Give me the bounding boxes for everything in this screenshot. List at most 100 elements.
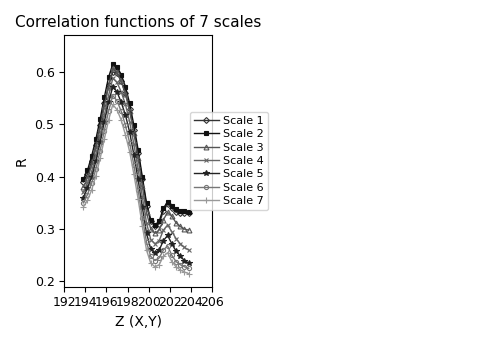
Scale 2 [156,219,162,223]
Scale 7 [144,248,150,252]
Scale 6 [123,123,129,128]
Scale 5 [97,140,103,144]
Scale 1 [114,71,120,75]
Scale 1 [93,143,99,147]
Scale 5 [161,239,167,243]
Scale 3 [148,227,154,231]
X-axis label: Z (X,Y): Z (X,Y) [114,315,162,329]
Scale 5 [182,258,187,262]
Scale 5 [152,251,158,255]
Scale 5 [89,175,94,179]
Scale 6 [85,193,91,197]
Scale 3 [106,85,112,89]
Scale 1 [101,101,107,106]
Scale 1 [106,83,112,87]
Scale 1 [156,222,162,226]
Scale 7 [110,103,116,107]
Scale 1 [139,177,145,181]
Scale 1 [110,70,116,74]
Scale 7 [161,254,167,258]
Scale 5 [110,85,116,89]
Scale 3 [177,224,183,228]
Scale 6 [173,259,179,264]
Scale 2 [139,175,145,179]
Scale 7 [182,270,187,274]
Scale 4 [101,113,107,117]
Scale 5 [156,248,162,252]
Scale 2 [186,210,191,214]
Scale 6 [156,256,162,260]
Scale 3 [123,92,129,96]
Scale 7 [131,172,137,176]
Scale 2 [182,209,187,213]
Scale 4 [139,195,145,199]
Scale 5 [106,100,112,105]
Scale 5 [135,177,141,181]
Line: Scale 7: Scale 7 [80,102,191,277]
Scale 6 [139,216,145,220]
Scale 2 [101,95,107,99]
Scale 5 [114,90,120,94]
Scale 3 [93,146,99,150]
Scale 3 [144,210,150,214]
Scale 2 [135,148,141,152]
Scale 7 [93,174,99,178]
Scale 1 [186,211,191,215]
Scale 5 [123,113,129,117]
Scale 5 [186,261,191,265]
Scale 3 [131,131,137,135]
Scale 4 [118,90,124,94]
Line: Scale 5: Scale 5 [80,84,191,266]
Scale 7 [80,205,86,209]
Legend: Scale 1, Scale 2, Scale 3, Scale 4, Scale 5, Scale 6, Scale 7: Scale 1, Scale 2, Scale 3, Scale 4, Scal… [190,111,268,211]
Scale 6 [144,240,150,244]
Scale 5 [144,231,150,235]
Scale 1 [152,224,158,228]
Scale 6 [182,265,187,269]
Scale 6 [80,201,86,205]
Scale 4 [131,142,137,146]
Scale 5 [118,100,124,105]
Scale 2 [169,204,175,208]
Scale 2 [177,209,183,213]
Scale 6 [148,254,154,258]
Scale 2 [110,62,116,66]
Scale 6 [186,266,191,270]
Scale 4 [127,120,132,124]
Scale 6 [161,248,167,252]
Scale 4 [186,248,191,252]
Scale 5 [127,130,132,134]
Scale 7 [186,271,191,276]
Scale 4 [182,245,187,249]
Line: Scale 4: Scale 4 [81,76,191,252]
Scale 7 [139,224,145,228]
Scale 5 [173,249,179,253]
Scale 3 [135,156,141,160]
Scale 2 [80,177,86,181]
Scale 3 [110,66,116,70]
Scale 1 [89,159,94,163]
Scale 7 [123,133,129,137]
Scale 5 [177,254,183,258]
Scale 7 [165,251,170,255]
Scale 1 [165,202,170,206]
Scale 1 [85,172,91,176]
Scale 4 [165,223,170,227]
Scale 6 [127,141,132,145]
Scale 5 [93,159,99,163]
Scale 1 [123,91,129,95]
Scale 2 [85,169,91,173]
Scale 7 [169,259,175,264]
Scale 2 [106,75,112,79]
Scale 5 [148,247,154,251]
Scale 3 [152,231,158,235]
Scale 1 [161,209,167,213]
Scale 4 [97,134,103,138]
Scale 4 [93,153,99,157]
Scale 6 [165,244,170,248]
Scale 5 [131,153,137,157]
Scale 2 [114,65,120,69]
Scale 4 [80,190,86,194]
Scale 5 [165,233,170,237]
Scale 6 [131,163,137,167]
